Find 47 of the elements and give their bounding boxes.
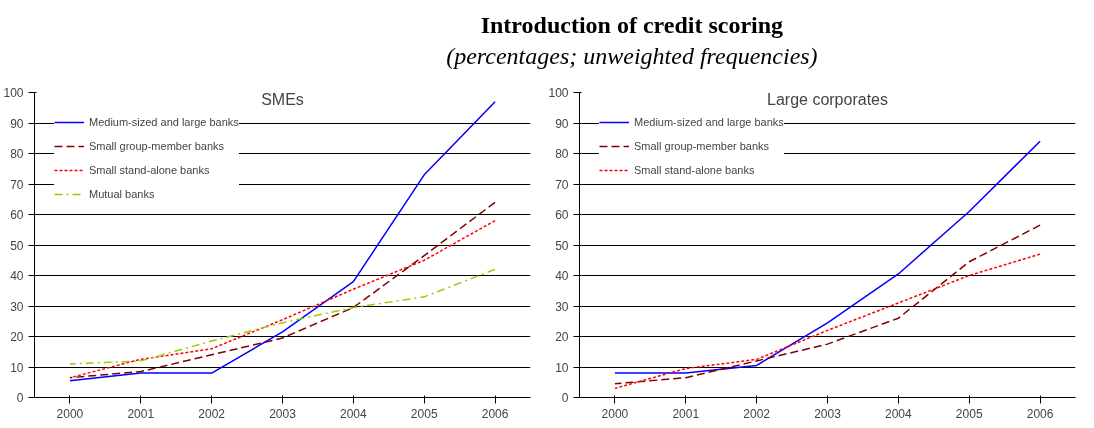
legend-label: Small group-member banks [89,140,225,152]
chart-subtitle: (percentages; unweighted frequencies) [446,42,818,69]
x-tick-label: 2006 [481,406,509,421]
y-tick-label: 80 [10,147,24,161]
y-tick-label: 80 [555,147,569,161]
legend-label: Small stand-alone banks [89,164,210,176]
y-tick-label: 50 [555,238,569,253]
y-tick-label: 90 [10,116,24,131]
y-tick-label: 40 [10,269,24,283]
chart-title: Introduction of credit scoring [480,12,784,39]
x-tick-label: 2002 [198,406,226,421]
y-tick-label: 40 [555,269,569,283]
x-tick-label: 2001 [127,406,155,421]
legend-label: Mutual banks [89,188,155,200]
y-tick-label: 20 [10,330,24,344]
y-tick-label: 10 [10,360,24,375]
y-tick-label: 20 [555,330,569,344]
y-tick-label: 10 [555,360,569,375]
legend-label: Medium-sized and large banks [634,116,784,128]
y-tick-label: 30 [10,299,24,314]
y-tick-label: 30 [555,299,569,314]
y-tick-label: 0 [561,391,569,405]
x-tick-label: 2002 [743,406,771,421]
x-tick-label: 2003 [814,406,842,421]
y-tick-label: 100 [3,86,24,100]
x-tick-label: 2001 [672,406,700,421]
x-tick-label: 2000 [601,406,629,421]
annotation: SMEs [261,90,304,108]
y-tick-label: 90 [555,116,569,131]
annotation: Large corporates [767,90,888,108]
x-tick-label: 2004 [340,406,368,421]
x-tick-label: 2006 [1026,406,1054,421]
y-tick-label: 60 [555,208,569,222]
x-tick-label: 2004 [885,406,913,421]
y-tick-label: 50 [10,238,24,253]
y-tick-label: 100 [548,86,569,100]
legend-label: Small stand-alone banks [634,164,755,176]
y-tick-label: 60 [10,208,24,222]
y-tick-label: 70 [10,177,24,192]
x-tick-label: 2005 [955,406,983,421]
x-tick-label: 2000 [56,406,84,421]
y-tick-label: 0 [16,391,24,405]
x-tick-label: 2003 [269,406,297,421]
legend-label: Medium-sized and large banks [89,116,239,128]
x-tick-label: 2005 [410,406,438,421]
y-tick-label: 70 [555,177,569,192]
legend-label: Small group-member banks [634,140,770,152]
